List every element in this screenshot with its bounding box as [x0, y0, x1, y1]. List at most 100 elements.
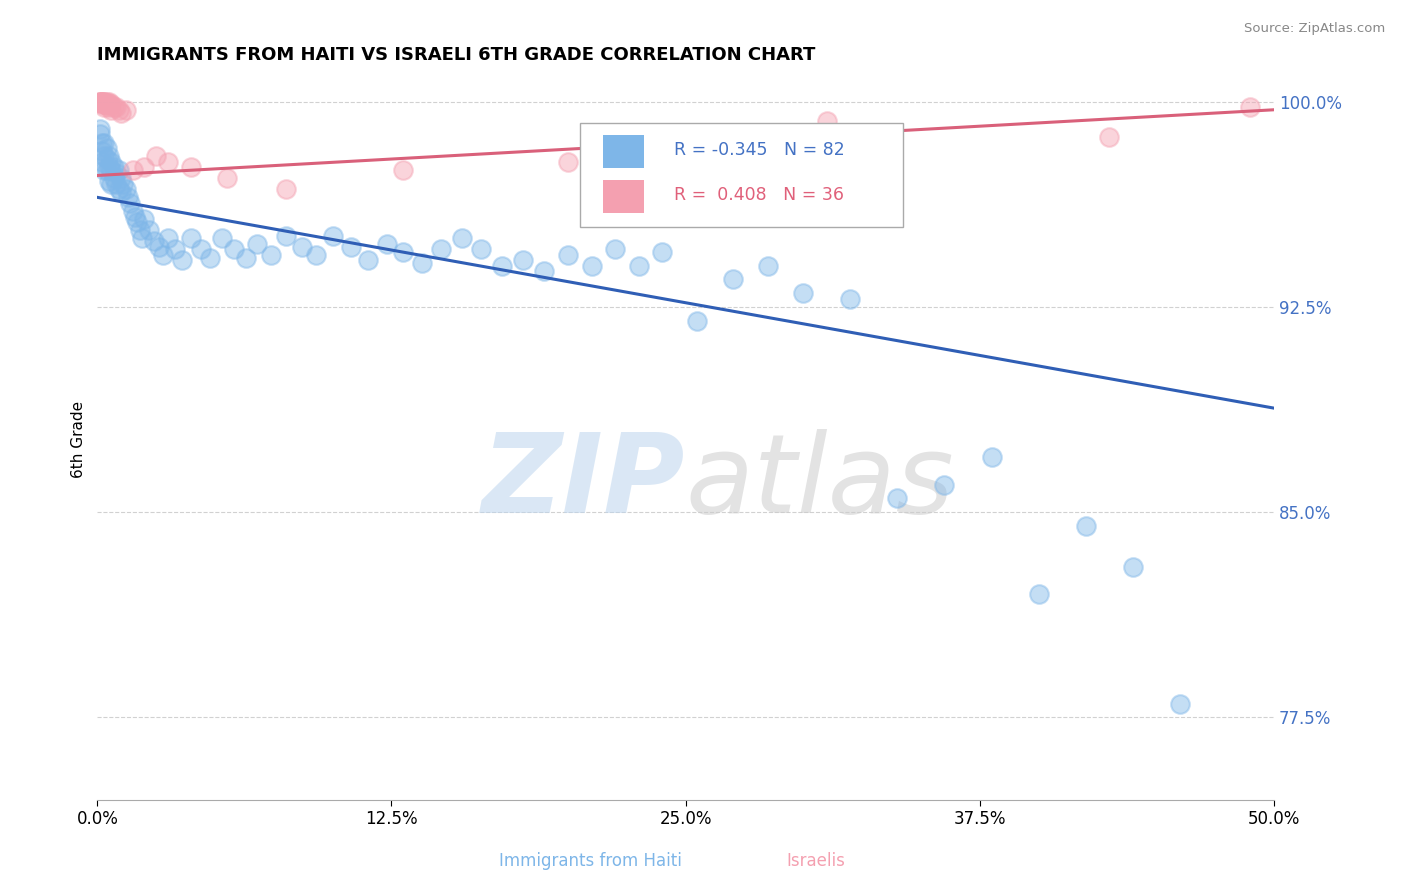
- Point: [96, 95, 118, 109]
- Point: [792, 286, 814, 301]
- Point: [105, 166, 128, 180]
- FancyBboxPatch shape: [579, 123, 903, 227]
- Point: [117, 190, 139, 204]
- Point: [110, 185, 132, 199]
- Text: Source: ZipAtlas.com: Source: ZipAtlas.com: [1244, 22, 1385, 36]
- Point: [142, 234, 165, 248]
- Point: [89, 95, 111, 109]
- Text: IMMIGRANTS FROM HAITI VS ISRAELI 6TH GRADE CORRELATION CHART: IMMIGRANTS FROM HAITI VS ISRAELI 6TH GRA…: [97, 46, 815, 64]
- Point: [138, 223, 160, 237]
- Y-axis label: 6th Grade: 6th Grade: [72, 401, 86, 478]
- Point: [134, 161, 156, 175]
- Point: [163, 243, 186, 257]
- Point: [152, 248, 174, 262]
- Point: [756, 259, 779, 273]
- Point: [96, 163, 118, 178]
- Point: [96, 141, 118, 155]
- Point: [581, 259, 603, 273]
- Point: [93, 97, 115, 112]
- Point: [134, 212, 156, 227]
- Point: [89, 128, 111, 142]
- Point: [512, 253, 534, 268]
- Point: [470, 243, 492, 257]
- Point: [980, 450, 1002, 465]
- Point: [93, 149, 115, 163]
- Point: [105, 100, 128, 114]
- Point: [91, 144, 114, 158]
- Point: [274, 228, 297, 243]
- Point: [392, 245, 415, 260]
- Point: [100, 154, 122, 169]
- Point: [103, 100, 125, 114]
- Point: [127, 215, 149, 229]
- Point: [392, 163, 415, 178]
- Point: [93, 163, 115, 178]
- Point: [557, 248, 579, 262]
- Point: [89, 122, 111, 136]
- Text: atlas: atlas: [686, 429, 955, 536]
- Point: [627, 259, 650, 273]
- Point: [235, 251, 257, 265]
- Point: [533, 264, 555, 278]
- Point: [156, 154, 179, 169]
- Point: [1028, 587, 1050, 601]
- Point: [89, 95, 111, 109]
- Point: [120, 195, 142, 210]
- Point: [100, 103, 122, 117]
- Point: [91, 136, 114, 150]
- Text: Immigrants from Haiti: Immigrants from Haiti: [499, 852, 682, 870]
- Point: [100, 163, 122, 178]
- Point: [98, 95, 121, 109]
- Point: [93, 136, 115, 150]
- Point: [124, 210, 146, 224]
- Point: [291, 239, 314, 253]
- Point: [103, 161, 125, 175]
- Point: [100, 97, 122, 112]
- Point: [934, 477, 956, 491]
- Point: [91, 97, 114, 112]
- Point: [815, 113, 838, 128]
- Point: [1074, 518, 1097, 533]
- Point: [107, 163, 129, 178]
- Point: [131, 231, 153, 245]
- Point: [180, 161, 202, 175]
- Point: [686, 313, 709, 327]
- Text: ZIP: ZIP: [482, 429, 686, 536]
- Point: [110, 105, 132, 120]
- Point: [98, 100, 121, 114]
- Point: [451, 231, 474, 245]
- Text: R = -0.345   N = 82: R = -0.345 N = 82: [673, 141, 845, 159]
- Point: [886, 491, 908, 506]
- Point: [246, 236, 269, 251]
- Point: [96, 97, 118, 112]
- Point: [215, 171, 238, 186]
- Point: [91, 95, 114, 109]
- Point: [89, 95, 111, 109]
- Point: [110, 171, 132, 186]
- Text: Israelis: Israelis: [786, 852, 845, 870]
- Point: [98, 149, 121, 163]
- Point: [839, 292, 862, 306]
- Point: [105, 177, 128, 191]
- Point: [96, 152, 118, 166]
- Point: [98, 97, 121, 112]
- Point: [121, 204, 143, 219]
- Point: [1168, 697, 1191, 711]
- Point: [603, 243, 626, 257]
- Point: [112, 177, 135, 191]
- Point: [128, 223, 150, 237]
- Point: [411, 256, 433, 270]
- Point: [721, 272, 744, 286]
- Point: [1098, 130, 1121, 145]
- Point: [91, 95, 114, 109]
- Point: [491, 259, 513, 273]
- Point: [93, 95, 115, 109]
- Point: [375, 236, 398, 251]
- Point: [211, 231, 233, 245]
- Point: [114, 182, 136, 196]
- Point: [260, 248, 283, 262]
- Point: [100, 177, 122, 191]
- Point: [93, 95, 115, 109]
- Point: [322, 228, 344, 243]
- Point: [145, 149, 167, 163]
